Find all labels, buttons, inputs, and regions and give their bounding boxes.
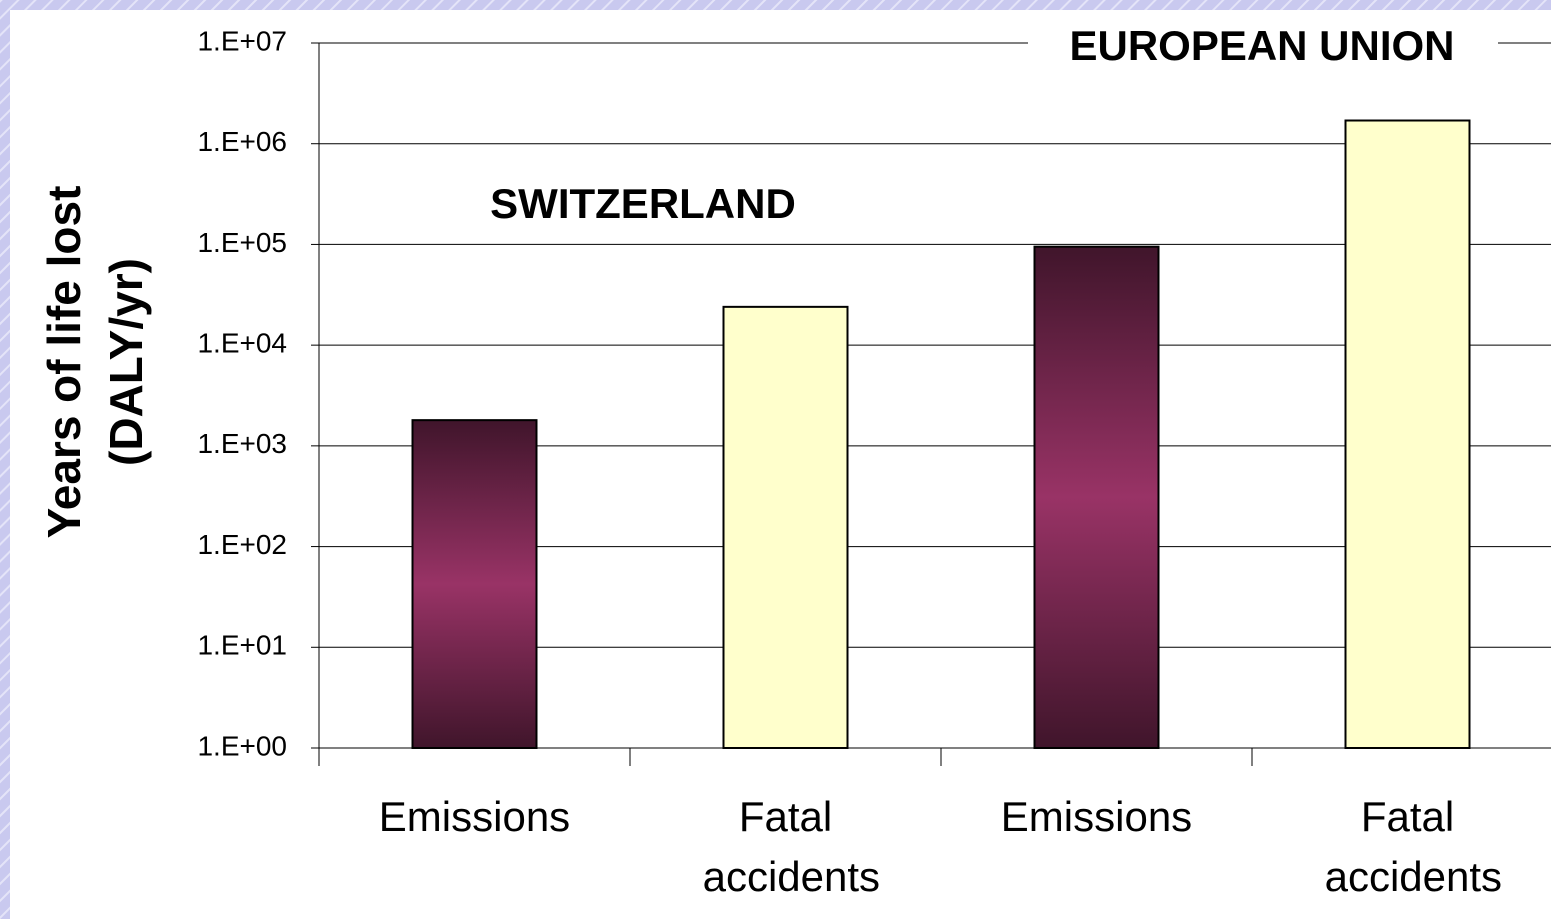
y-tick-label: 1.E+01 (197, 630, 287, 661)
bar (722, 305, 849, 749)
x-tick-label: Emissions (379, 793, 570, 840)
y-tick-label: 1.E+03 (197, 428, 287, 459)
x-tick-label: Fatal accidents (691, 793, 880, 900)
y-tick-label: 1.E+00 (197, 730, 287, 761)
y-axis-label: Years of life lost (DALY/yr) (38, 186, 152, 539)
bar (411, 419, 538, 749)
y-axis-label-line: (DALY/yr) (100, 258, 152, 466)
bar (1033, 245, 1160, 749)
y-tick-label: 1.E+06 (197, 126, 287, 157)
x-tick-label: Emissions (1001, 793, 1192, 840)
y-tick-label: 1.E+02 (197, 529, 287, 560)
bar (1344, 119, 1471, 750)
annotation-background (1028, 20, 1498, 70)
y-axis-label-line: Years of life lost (38, 186, 90, 539)
y-tick-label: 1.E+07 (197, 25, 287, 56)
annotation: EUROPEAN UNION (1069, 22, 1454, 69)
x-tick-label: Fatal accidents (1313, 793, 1502, 900)
y-tick-label: 1.E+05 (197, 227, 287, 258)
annotation: SWITZERLAND (490, 180, 796, 227)
y-tick-label: 1.E+04 (197, 328, 287, 359)
